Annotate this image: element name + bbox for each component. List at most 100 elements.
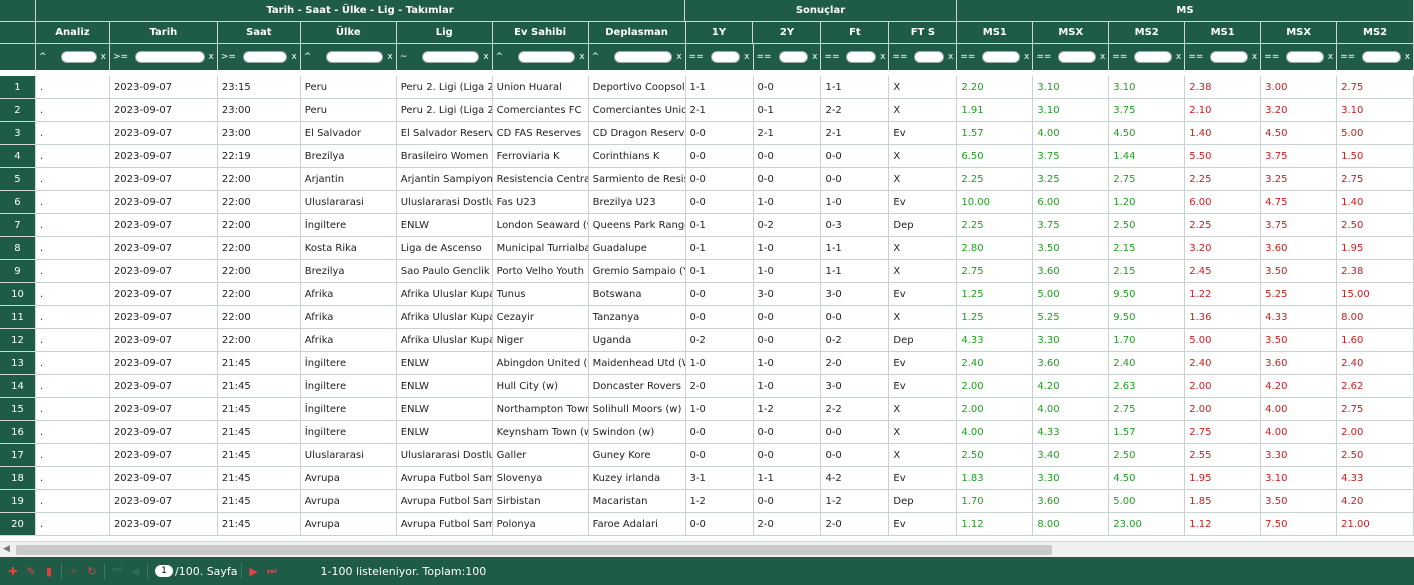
cell-lig[interactable]: Sao Paulo Genclik Ligi xyxy=(396,260,493,283)
cell-a2[interactable]: 2.15 xyxy=(1109,237,1186,260)
column-header-16-msx[interactable]: MSX xyxy=(1261,22,1338,44)
cell-fts[interactable]: Ev xyxy=(889,283,958,306)
cell-a2[interactable]: 2.40 xyxy=(1109,352,1186,375)
cell-b1[interactable]: 1.85 xyxy=(1185,490,1262,513)
cell-saat[interactable]: 21:45 xyxy=(217,398,301,421)
cell-saat[interactable]: 21:45 xyxy=(217,375,301,398)
cell-ax[interactable]: 4.33 xyxy=(1033,421,1110,444)
cell-bx[interactable]: 3.60 xyxy=(1261,237,1338,260)
cell-ulke[interactable]: Avrupa xyxy=(300,513,397,536)
cell-fts[interactable]: X xyxy=(889,398,958,421)
row-number[interactable]: 3 xyxy=(0,122,36,145)
page-input[interactable]: 1 xyxy=(155,565,173,577)
cell-tarih[interactable]: 2023-09-07 xyxy=(109,214,218,237)
cell-dep[interactable]: Macaristan xyxy=(588,490,686,513)
scrollbar-thumb[interactable] xyxy=(16,545,1052,555)
cell-dep[interactable]: Solihull Moors (w) xyxy=(588,398,686,421)
row-number[interactable]: 1 xyxy=(0,76,36,99)
cell-a1[interactable]: 2.00 xyxy=(957,375,1034,398)
cell-y2[interactable]: 0-0 xyxy=(753,444,822,467)
cell-y1[interactable]: 1-0 xyxy=(685,398,754,421)
table-row[interactable]: 4. 2023-09-07 22:19 Brezilya Brasileiro Wome… xyxy=(0,145,1414,168)
cell-tarih[interactable]: 2023-09-07 xyxy=(109,191,218,214)
cell-ax[interactable]: 6.00 xyxy=(1033,191,1110,214)
delete-icon[interactable]: ▮ xyxy=(45,564,53,578)
cell-analiz[interactable]: . xyxy=(35,191,110,214)
cell-y1[interactable]: 0-0 xyxy=(685,513,754,536)
cell-tarih[interactable]: 2023-09-07 xyxy=(109,260,218,283)
filter-input[interactable] xyxy=(1058,51,1096,63)
cell-saat[interactable]: 23:00 xyxy=(217,99,301,122)
cell-ft[interactable]: 3-0 xyxy=(821,375,890,398)
column-header-8-1y[interactable]: 1Y xyxy=(685,22,754,44)
cell-saat[interactable]: 22:00 xyxy=(217,237,301,260)
row-number[interactable]: 13 xyxy=(0,352,36,375)
cell-fts[interactable]: Ev xyxy=(889,467,958,490)
row-number[interactable]: 12 xyxy=(0,329,36,352)
cell-y2[interactable]: 0-1 xyxy=(753,99,822,122)
cell-dep[interactable]: Brezilya U23 xyxy=(588,191,686,214)
cell-ulke[interactable]: Peru xyxy=(300,99,397,122)
cell-ft[interactable]: 1-1 xyxy=(821,260,890,283)
cell-ev[interactable]: Hull City (w) xyxy=(492,375,589,398)
cell-b1[interactable]: 3.20 xyxy=(1185,237,1262,260)
cell-y2[interactable]: 0-0 xyxy=(753,421,822,444)
filter-input[interactable] xyxy=(1210,51,1248,63)
cell-lig[interactable]: ENLW xyxy=(396,421,493,444)
column-header-12-ms1[interactable]: MS1 xyxy=(957,22,1034,44)
cell-b1[interactable]: 2.75 xyxy=(1185,421,1262,444)
cell-ft[interactable]: 1-2 xyxy=(821,490,890,513)
cell-a2[interactable]: 9.50 xyxy=(1109,283,1186,306)
cell-y2[interactable]: 1-0 xyxy=(753,260,822,283)
filter-clear-icon[interactable]: x xyxy=(1023,52,1030,62)
cell-dep[interactable]: Maidenhead Utd (W) xyxy=(588,352,686,375)
cell-b2[interactable]: 1.60 xyxy=(1337,329,1414,352)
cell-b2[interactable]: 1.50 xyxy=(1337,145,1414,168)
cell-y1[interactable]: 1-1 xyxy=(685,76,754,99)
cell-ev[interactable]: CD FAS Reserves xyxy=(492,122,589,145)
cell-y2[interactable]: 1-0 xyxy=(753,237,822,260)
cell-dep[interactable]: Swindon (w) xyxy=(588,421,686,444)
cell-analiz[interactable]: . xyxy=(35,490,110,513)
cell-b1[interactable]: 2.38 xyxy=(1185,76,1262,99)
row-number[interactable]: 7 xyxy=(0,214,36,237)
cell-lig[interactable]: ENLW xyxy=(396,214,493,237)
cell-y1[interactable]: 1-0 xyxy=(685,352,754,375)
cell-analiz[interactable]: . xyxy=(35,329,110,352)
cell-y2[interactable]: 0-0 xyxy=(753,168,822,191)
filter-clear-icon[interactable]: x xyxy=(1251,52,1258,62)
cell-ulke[interactable]: Brezilya xyxy=(300,260,397,283)
cell-analiz[interactable]: . xyxy=(35,76,110,99)
filter-operator[interactable]: == xyxy=(892,52,908,62)
cell-ulke[interactable]: Uluslararasi xyxy=(300,444,397,467)
cell-dep[interactable]: Guadalupe xyxy=(588,237,686,260)
filter-input[interactable] xyxy=(1134,51,1172,63)
cell-a2[interactable]: 4.50 xyxy=(1109,122,1186,145)
cell-b1[interactable]: 1.12 xyxy=(1185,513,1262,536)
cell-fts[interactable]: X xyxy=(889,260,958,283)
cell-y2[interactable]: 0-0 xyxy=(753,306,822,329)
cell-analiz[interactable]: . xyxy=(35,398,110,421)
cell-analiz[interactable]: . xyxy=(35,444,110,467)
cell-a1[interactable]: 2.25 xyxy=(957,168,1034,191)
cell-a2[interactable]: 1.20 xyxy=(1109,191,1186,214)
cell-fts[interactable]: Dep xyxy=(889,329,958,352)
cell-bx[interactable]: 3.25 xyxy=(1261,168,1338,191)
cell-lig[interactable]: Afrika Uluslar Kupası xyxy=(396,283,493,306)
cell-tarih[interactable]: 2023-09-07 xyxy=(109,375,218,398)
cell-ev[interactable]: Niger xyxy=(492,329,589,352)
cell-ax[interactable]: 3.60 xyxy=(1033,260,1110,283)
cell-y2[interactable]: 2-1 xyxy=(753,122,822,145)
cell-ft[interactable]: 1-1 xyxy=(821,237,890,260)
cell-tarih[interactable]: 2023-09-07 xyxy=(109,513,218,536)
cell-saat[interactable]: 21:45 xyxy=(217,421,301,444)
cell-ev[interactable]: Northampton Town (w) xyxy=(492,398,589,421)
cell-ax[interactable]: 3.25 xyxy=(1033,168,1110,191)
cell-dep[interactable]: Queens Park Rangers (w) xyxy=(588,214,686,237)
column-header-6-ev-sahibi[interactable]: Ev Sahibi xyxy=(492,22,589,44)
cell-ax[interactable]: 5.00 xyxy=(1033,283,1110,306)
cell-y1[interactable]: 0-1 xyxy=(685,260,754,283)
cell-fts[interactable]: Ev xyxy=(889,513,958,536)
cell-analiz[interactable]: . xyxy=(35,513,110,536)
cell-bx[interactable]: 7.50 xyxy=(1261,513,1338,536)
